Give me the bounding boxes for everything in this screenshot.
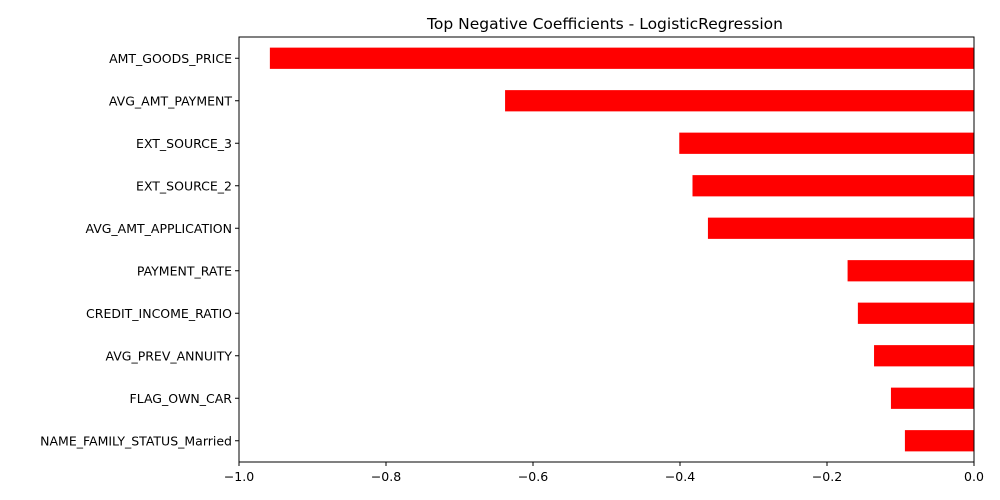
bar-8 (890, 387, 974, 409)
bars (269, 47, 974, 452)
bar-3 (692, 175, 974, 197)
y-tick-label-8: FLAG_OWN_CAR (130, 391, 233, 406)
bar-2 (679, 132, 974, 154)
y-tick-label-3: EXT_SOURCE_2 (136, 178, 232, 193)
bar-9 (904, 430, 974, 452)
x-tick-label-3: −0.4 (665, 469, 695, 484)
x-ticks: −1.0 −0.8 −0.6 −0.4 −0.2 0.0 (224, 462, 984, 484)
y-tick-label-1: AVG_AMT_PAYMENT (109, 93, 232, 108)
bar-1 (505, 90, 974, 112)
bar-7 (874, 345, 974, 367)
y-tick-label-7: AVG_PREV_ANNUITY (105, 348, 232, 363)
y-tick-label-2: EXT_SOURCE_3 (136, 136, 232, 151)
bar-4 (707, 217, 974, 239)
x-tick-label-5: 0.0 (964, 469, 984, 484)
x-tick-label-1: −0.8 (371, 469, 401, 484)
bar-5 (847, 260, 974, 282)
axes-frame (238, 36, 975, 463)
x-tick-label-2: −0.6 (518, 469, 548, 484)
bar-0 (269, 47, 974, 69)
y-tick-labels: AMT_GOODS_PRICE AVG_AMT_PAYMENT EXT_SOURCE… (40, 51, 239, 448)
y-tick-label-6: CREDIT_INCOME_RATIO (86, 306, 232, 321)
y-tick-label-5: PAYMENT_RATE (137, 263, 232, 278)
x-tick-label-0: −1.0 (224, 469, 254, 484)
plot-frame (238, 36, 975, 463)
y-tick-label-4: AVG_AMT_APPLICATION (85, 221, 232, 236)
x-tick-label-4: −0.2 (812, 469, 842, 484)
y-tick-label-0: AMT_GOODS_PRICE (109, 51, 232, 66)
chart-title: Top Negative Coefficients - LogisticRegr… (426, 15, 783, 33)
bar-6 (857, 302, 974, 324)
y-tick-label-9: NAME_FAMILY_STATUS_Married (40, 433, 232, 448)
